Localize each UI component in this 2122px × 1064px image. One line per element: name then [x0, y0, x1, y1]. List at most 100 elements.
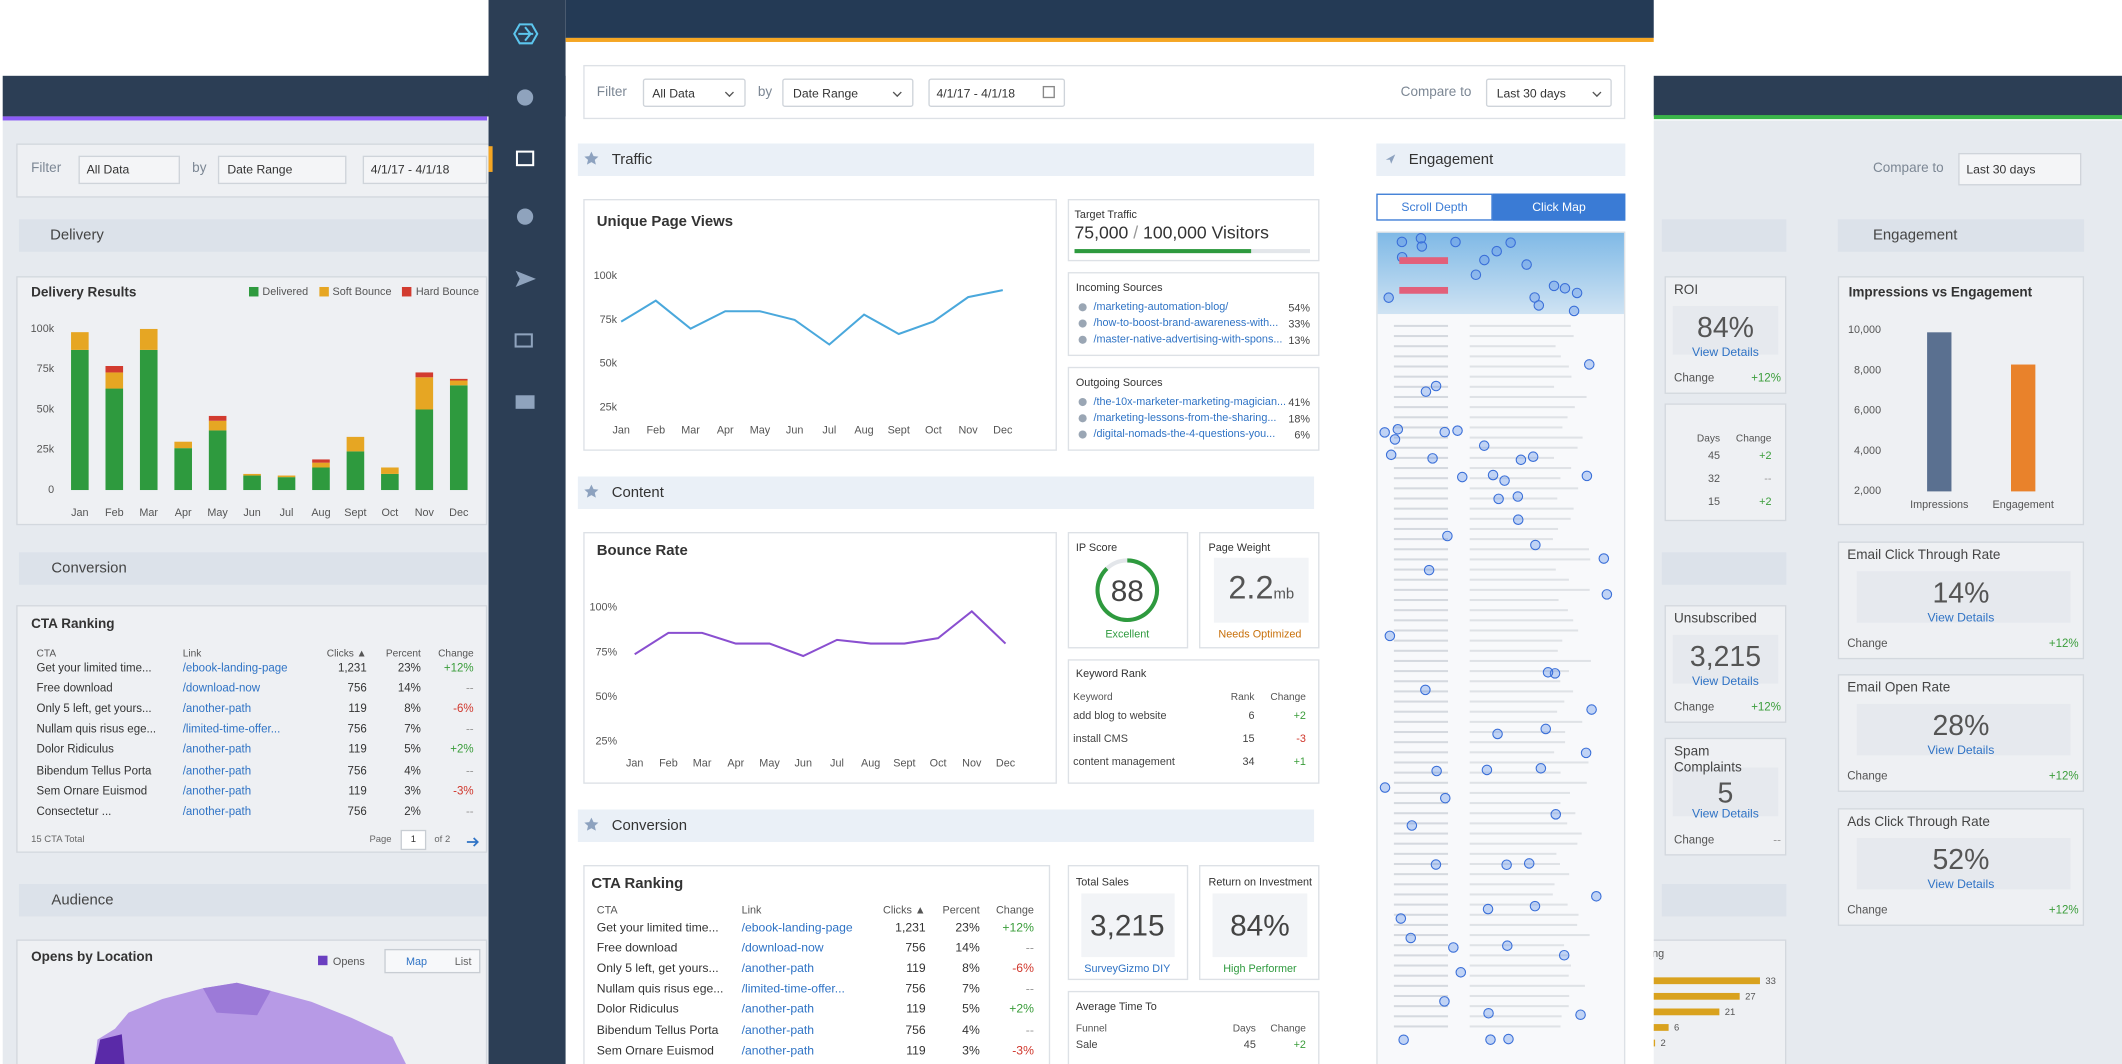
page-input[interactable]: 1: [400, 829, 427, 851]
label: 15 CTA Total: [31, 835, 85, 845]
date-value[interactable]: 4/1/17 - 4/1/18: [370, 162, 450, 176]
label: -3: [1296, 732, 1306, 745]
label: --: [465, 762, 474, 777]
map-line: [1393, 507, 1449, 510]
map-line: [1469, 791, 1570, 794]
dropdown-value[interactable]: Last 30 days: [1496, 86, 1566, 101]
source-link[interactable]: /digital-nomads-the-4-questions-you...: [1093, 427, 1276, 440]
click-dot: [1512, 491, 1524, 502]
click-dot: [1481, 764, 1493, 776]
label: 45: [1243, 1038, 1256, 1051]
map-line: [1469, 578, 1569, 581]
map-line: [1393, 619, 1449, 622]
map-line: [1393, 761, 1449, 764]
view-details[interactable]: View Details: [1692, 345, 1759, 359]
click-dot: [1550, 809, 1562, 820]
click-dot: [1385, 449, 1397, 461]
source-link[interactable]: /how-to-boost-brand-awareness-with...: [1093, 316, 1279, 329]
click-map-hero: [1377, 232, 1624, 315]
star-icon: [584, 151, 599, 165]
click-dot: [1558, 949, 1570, 961]
label: 5%: [962, 1002, 980, 1016]
label: Consectetur ...: [36, 803, 112, 818]
toggle-option[interactable]: List: [454, 955, 472, 968]
click-dot: [1420, 684, 1431, 696]
dropdown-value[interactable]: Last 30 days: [1966, 162, 2036, 176]
card-title: Keyword Rank: [1075, 667, 1147, 680]
view-details[interactable]: View Details: [1692, 674, 1759, 688]
source-link[interactable]: /the-10x-marketer-marketing-magician...: [1093, 395, 1287, 408]
kpi-value: 28%: [1932, 710, 1990, 742]
next-arrow: [466, 837, 479, 847]
dropdown-value[interactable]: Date Range: [793, 86, 859, 101]
tab[interactable]: Click Map: [1492, 193, 1626, 221]
click-dot: [1455, 967, 1467, 978]
map-line: [1469, 426, 1563, 429]
label: Bibendum Tellus Porta: [36, 762, 152, 777]
source-link[interactable]: /master-native-advertising-with-spons...: [1093, 333, 1283, 346]
click-dot: [1439, 426, 1450, 438]
card: [1067, 532, 1189, 649]
view-details[interactable]: View Details: [1927, 610, 1995, 625]
map-line: [1393, 355, 1449, 358]
dropdown: [362, 155, 488, 185]
source-link[interactable]: /marketing-lessons-from-the-sharing...: [1093, 411, 1277, 424]
label: 119: [348, 701, 367, 716]
dropdown-value[interactable]: All Data: [652, 86, 695, 101]
map-line: [1393, 497, 1449, 500]
label: /another-path: [182, 701, 252, 716]
dropdown-value[interactable]: Date Range: [227, 162, 293, 176]
view-details[interactable]: View Details: [1927, 877, 1995, 891]
section-title: Engagement: [1872, 227, 1958, 244]
map-line: [1469, 761, 1589, 764]
date-value[interactable]: 4/1/17 - 4/1/18: [936, 86, 1016, 101]
map-line: [1469, 639, 1563, 642]
kpi-title: Ads Click Through Rate: [1847, 814, 1990, 830]
section-header: [18, 219, 488, 252]
filter-bar: [583, 64, 1626, 120]
click-dot: [1482, 903, 1494, 915]
click-dot: [1502, 940, 1513, 951]
map-line: [1393, 700, 1449, 703]
map-line: [1393, 741, 1449, 744]
label: +2: [1759, 449, 1772, 462]
label: 15: [1707, 495, 1721, 508]
section-title: Traffic: [611, 151, 653, 168]
map-line: [1469, 548, 1590, 551]
label: Dolor Ridiculus: [596, 1002, 679, 1016]
map-line: [1469, 436, 1583, 439]
bar-segment: [415, 409, 434, 491]
label: /ebook-landing-page: [741, 920, 853, 935]
x-tick-label: Dec: [993, 424, 1013, 436]
logo: [513, 23, 539, 45]
tab[interactable]: Scroll Depth: [1376, 193, 1493, 221]
change-label: Change: [1847, 902, 1888, 917]
map-line: [1393, 335, 1449, 338]
nav-icon: [515, 150, 535, 167]
source-link[interactable]: /marketing-automation-blog/: [1093, 300, 1229, 313]
map-line: [1393, 406, 1449, 409]
kpi-note: High Performer: [1223, 962, 1297, 975]
line: [620, 289, 1003, 346]
toggle-option[interactable]: Map: [405, 955, 428, 968]
x-tick-label: Sept: [344, 507, 366, 519]
view-details[interactable]: View Details: [1927, 743, 1995, 757]
click-dot: [1379, 427, 1390, 438]
section-header: [1376, 143, 1626, 176]
label: 756: [905, 1022, 926, 1037]
click-dot: [1406, 820, 1418, 831]
card-title: Opens by Location: [31, 950, 153, 966]
click-dot: [1384, 630, 1396, 642]
map-line: [1469, 355, 1561, 358]
click-dot: [1501, 859, 1512, 871]
bar-segment: [415, 372, 434, 378]
label: /download-now: [741, 940, 824, 955]
map-line: [1469, 862, 1560, 866]
view-details[interactable]: View Details: [1692, 806, 1759, 821]
dropdown-value[interactable]: All Data: [86, 162, 130, 176]
map-line: [1469, 964, 1572, 967]
card-title: Incoming Sources: [1075, 281, 1163, 294]
map-line: [1393, 558, 1449, 561]
map-line: [1469, 700, 1565, 703]
